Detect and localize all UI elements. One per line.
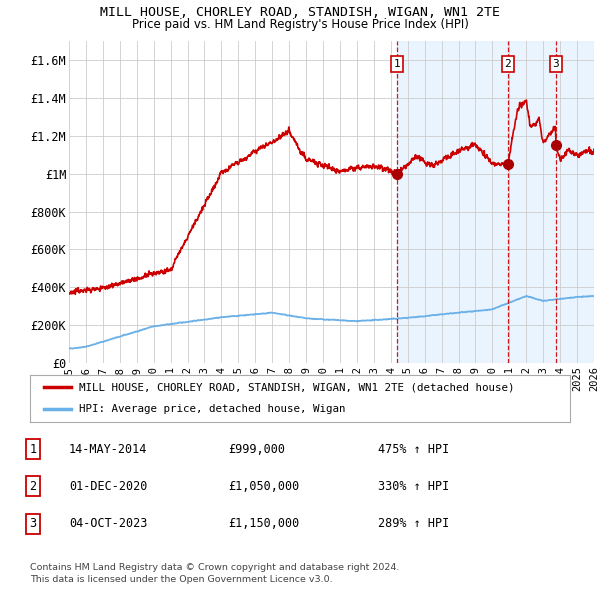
Text: 3: 3 [29, 517, 37, 530]
Text: MILL HOUSE, CHORLEY ROAD, STANDISH, WIGAN, WN1 2TE: MILL HOUSE, CHORLEY ROAD, STANDISH, WIGA… [100, 6, 500, 19]
Text: £1,050,000: £1,050,000 [228, 480, 299, 493]
Text: 475% ↑ HPI: 475% ↑ HPI [378, 442, 449, 456]
Text: Price paid vs. HM Land Registry's House Price Index (HPI): Price paid vs. HM Land Registry's House … [131, 18, 469, 31]
Text: £999,000: £999,000 [228, 442, 285, 456]
Text: 14-MAY-2014: 14-MAY-2014 [69, 442, 148, 456]
Text: 330% ↑ HPI: 330% ↑ HPI [378, 480, 449, 493]
Text: MILL HOUSE, CHORLEY ROAD, STANDISH, WIGAN, WN1 2TE (detached house): MILL HOUSE, CHORLEY ROAD, STANDISH, WIGA… [79, 382, 514, 392]
Text: 289% ↑ HPI: 289% ↑ HPI [378, 517, 449, 530]
Text: 2: 2 [29, 480, 37, 493]
Text: 1: 1 [394, 59, 400, 69]
Text: HPI: Average price, detached house, Wigan: HPI: Average price, detached house, Wiga… [79, 404, 345, 414]
Text: 1: 1 [29, 442, 37, 456]
Text: 04-OCT-2023: 04-OCT-2023 [69, 517, 148, 530]
Text: 01-DEC-2020: 01-DEC-2020 [69, 480, 148, 493]
Bar [397, 41, 594, 363]
Text: This data is licensed under the Open Government Licence v3.0.: This data is licensed under the Open Gov… [30, 575, 332, 584]
Text: 3: 3 [553, 59, 559, 69]
Text: Contains HM Land Registry data © Crown copyright and database right 2024.: Contains HM Land Registry data © Crown c… [30, 563, 400, 572]
Text: 2: 2 [505, 59, 511, 69]
Text: £1,150,000: £1,150,000 [228, 517, 299, 530]
Bar [577, 41, 594, 363]
